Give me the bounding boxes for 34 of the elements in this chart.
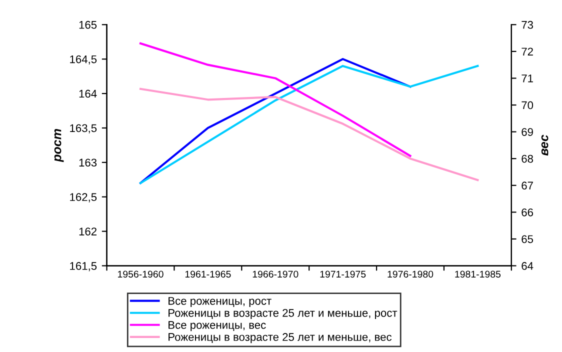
y-tick-label: 164,5 bbox=[70, 55, 97, 65]
x-tick-label: 1971-1975 bbox=[320, 270, 366, 278]
y2-tick-label: 70 bbox=[522, 101, 534, 110]
y2-tick-label: 66 bbox=[522, 208, 534, 216]
y2-tick-label: 68 bbox=[522, 154, 534, 163]
y2-tick-label: 64 bbox=[522, 262, 534, 270]
y2-tick-label: 71 bbox=[522, 74, 533, 82]
line-series bbox=[139, 64, 479, 184]
x-tick-label: 1956-1960 bbox=[118, 270, 164, 278]
y2-tick-label: 69 bbox=[522, 128, 533, 136]
legend-label: Все роженицы, вес bbox=[168, 321, 266, 332]
y2-tick-label: 65 bbox=[522, 235, 534, 244]
line-series bbox=[139, 42, 412, 157]
y2-tick-label: 67 bbox=[522, 182, 533, 190]
legend-label: Все роженицы, рост bbox=[168, 297, 272, 308]
y-tick-label: 161,5 bbox=[70, 262, 97, 272]
x-tick-label: 1981-1985 bbox=[455, 270, 501, 278]
legend-label: Роженицы в возрасте 25 лет и меньше, вес bbox=[168, 333, 392, 344]
y-tick-label: 165 bbox=[79, 20, 97, 29]
x-tick-label: 1976-1980 bbox=[388, 270, 434, 278]
y-tick-label: 163,5 bbox=[70, 124, 97, 134]
x-tick-label: 1961-1965 bbox=[185, 270, 231, 278]
line-series bbox=[139, 58, 412, 184]
y2-axis-title: вес bbox=[541, 134, 548, 156]
line-series bbox=[139, 88, 479, 182]
y2-tick-label: 72 bbox=[522, 48, 533, 56]
y-tick-label: 163 bbox=[79, 158, 97, 167]
y2-tick-label: 73 bbox=[522, 20, 534, 29]
y-axis-title: рост bbox=[54, 129, 64, 162]
y-tick-label: 164 bbox=[79, 90, 97, 98]
legend-label: Роженицы в возрасте 25 лет и меньше, рост bbox=[168, 309, 398, 320]
y-tick-label: 162,5 bbox=[70, 193, 97, 202]
x-tick-label: 1966-1970 bbox=[252, 270, 298, 278]
y-tick-label: 162 bbox=[79, 228, 96, 236]
